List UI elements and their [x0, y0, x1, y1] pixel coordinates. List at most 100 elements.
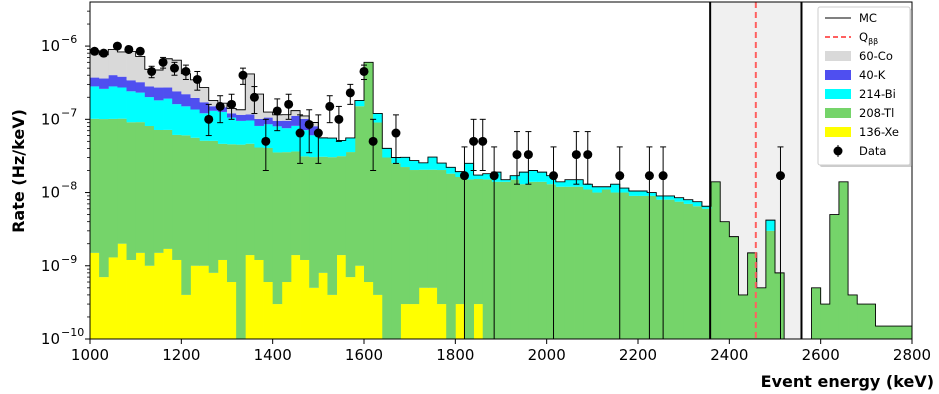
- bar-208-tl-35: [409, 170, 420, 305]
- bar-136-xe-28: [345, 277, 356, 339]
- bar-208-tl-65: [683, 203, 694, 339]
- y-tick-label-0: 10: [41, 330, 60, 348]
- bar-208-tl-54: [583, 189, 593, 339]
- bar-40-k-18: [254, 118, 264, 126]
- data-point-19: [304, 119, 314, 129]
- bar-60-co-23: [300, 115, 310, 119]
- bar-40-k-9: [172, 91, 182, 105]
- bar-136-xe-23: [300, 259, 310, 339]
- bar-214-bi-25: [318, 137, 328, 157]
- bar-40-k-17: [245, 114, 255, 121]
- bar-208-tl-59: [628, 195, 639, 339]
- legend-label-7: Data: [859, 144, 886, 158]
- bar-208-tl-0: [90, 118, 100, 253]
- bar-60-co-21: [281, 114, 292, 121]
- bar-208-tl-63: [665, 199, 675, 339]
- bar-208-tl-70: [729, 236, 739, 339]
- bar-60-co-24: [309, 122, 319, 127]
- data-point-29: [478, 136, 488, 146]
- bar-208-tl-62: [656, 199, 666, 339]
- bar-60-co-9: [172, 60, 182, 92]
- bar-214-bi-56: [601, 186, 611, 190]
- bar-214-bi-39: [446, 167, 456, 174]
- bar-208-tl-79: [811, 287, 822, 339]
- bar-136-xe-5: [135, 252, 146, 339]
- bar-136-xe-22: [290, 255, 301, 339]
- bar-60-co-10: [181, 73, 191, 95]
- x-axis-label: Event energy (keV): [761, 372, 934, 391]
- bar-214-bi-59: [628, 190, 639, 196]
- bar-136-xe-27: [336, 255, 347, 339]
- data-point-22: [334, 114, 344, 124]
- bar-214-bi-62: [656, 195, 666, 200]
- bar-214-bi-13: [208, 110, 219, 141]
- bar-136-xe-4: [126, 259, 137, 339]
- bar-208-tl-8: [163, 129, 173, 249]
- bar-214-bi-3: [117, 87, 127, 119]
- x-ticks-group: 1000 1200 1400 1600 1800 2000 2200 2400 2600 2800: [71, 339, 931, 364]
- data-point-28: [469, 136, 479, 146]
- bar-208-tl-83: [848, 294, 858, 339]
- bar-40-k-2: [108, 75, 118, 87]
- bar-208-tl-50: [546, 184, 557, 339]
- bar-208-tl-25: [318, 156, 328, 273]
- bar-214-bi-7: [153, 100, 164, 130]
- legend-qbb-sub: ββ: [868, 37, 878, 46]
- bar-208-tl-3: [117, 118, 127, 244]
- y-tick-label-4: 10: [41, 37, 60, 55]
- bar-40-k-7: [153, 87, 164, 101]
- bar-208-tl-44: [491, 181, 502, 339]
- bar-136-xe-11: [190, 265, 200, 339]
- bar-208-tl-26: [327, 157, 337, 295]
- bar-208-tl-58: [619, 192, 630, 339]
- data-point-23: [345, 88, 355, 98]
- legend-label-5: 208-Tl: [859, 106, 894, 120]
- bar-208-tl-60: [638, 195, 648, 339]
- bar-214-bi-52: [564, 179, 575, 187]
- bar-60-co-11: [190, 79, 200, 98]
- data-point-38: [658, 171, 668, 181]
- bar-214-bi-5: [135, 92, 146, 123]
- bar-214-bi-55: [592, 186, 602, 193]
- bar-214-bi-35: [409, 160, 420, 171]
- data-point-2: [112, 41, 122, 51]
- bar-208-tl-85: [866, 304, 876, 339]
- bar-214-bi-34: [400, 157, 411, 168]
- bar-208-tl-61: [647, 195, 657, 339]
- bar-214-bi-17: [245, 120, 255, 144]
- bar-208-tl-19: [263, 147, 274, 283]
- bar-214-bi-38: [437, 163, 447, 171]
- data-point-31: [512, 150, 522, 160]
- bar-214-bi-8: [163, 98, 173, 130]
- bar-208-tl-55: [592, 192, 602, 339]
- bar-214-bi-58: [619, 188, 630, 193]
- bar-208-tl-28: [345, 152, 356, 278]
- bar-208-tl-45: [501, 181, 511, 339]
- bar-208-tl-74: [765, 230, 776, 339]
- bar-136-xe-15: [227, 282, 237, 339]
- y-tick-exponent-0: −10: [61, 326, 84, 339]
- data-point-36: [615, 171, 625, 181]
- bar-208-tl-81: [829, 214, 840, 339]
- x-tick-label-1200: 1200: [162, 346, 200, 364]
- bar-136-xe-30: [364, 282, 374, 339]
- data-point-21: [325, 101, 335, 111]
- bar-40-k-3: [117, 76, 127, 88]
- bar-40-k-5: [135, 82, 146, 93]
- bar-214-bi-46: [510, 175, 520, 180]
- bar-208-tl-1: [99, 119, 109, 278]
- bar-214-bi-32: [382, 148, 392, 158]
- bar-60-co-16: [236, 109, 246, 115]
- bar-136-xe-10: [181, 294, 191, 339]
- bar-60-co-22: [290, 110, 301, 116]
- bar-136-xe-1: [99, 277, 109, 339]
- data-point-7: [169, 63, 179, 73]
- bar-214-bi-36: [418, 162, 429, 170]
- bar-214-bi-22: [290, 125, 301, 152]
- bar-208-tl-68: [711, 181, 721, 339]
- legend-swatch-60-co: [825, 51, 851, 61]
- bar-214-bi-41: [464, 163, 474, 180]
- data-point-16: [272, 106, 282, 116]
- bar-136-xe-13: [208, 272, 219, 339]
- bar-208-tl-24: [309, 157, 319, 288]
